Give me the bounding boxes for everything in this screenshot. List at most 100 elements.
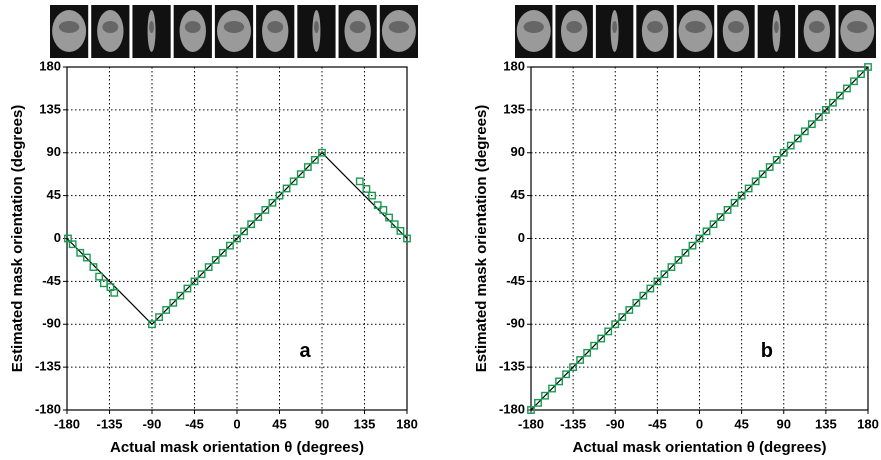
y-tick-label: 90 [511, 144, 525, 159]
data-point [681, 248, 690, 257]
x-tick-label: -180 [518, 416, 544, 431]
y-tick-label: 45 [47, 187, 61, 202]
x-tick-label: 45 [734, 416, 748, 431]
y-tick-label: 45 [511, 187, 525, 202]
face-shade [184, 21, 201, 33]
data-point [604, 327, 613, 336]
data-point [555, 377, 563, 386]
y-tick-label: 0 [54, 230, 61, 245]
data-point [176, 291, 185, 300]
data-point [268, 198, 277, 207]
panel-letter: a [299, 340, 311, 362]
data-point [688, 241, 697, 250]
data-point [527, 406, 535, 414]
x-tick-label: -90 [606, 416, 625, 431]
data-point [857, 70, 865, 79]
y-tick-label: 180 [39, 58, 61, 73]
data-point [751, 177, 760, 186]
data-point [261, 206, 270, 214]
data-point [864, 63, 872, 71]
y-tick-label: 135 [503, 101, 525, 116]
data-point [218, 248, 227, 257]
x-tick-label: 90 [777, 416, 791, 431]
data-point [850, 77, 858, 86]
y-tick-label: 180 [503, 58, 525, 73]
data-point [562, 370, 571, 379]
x-tick-label: 45 [272, 416, 286, 431]
x-axis-label: Actual mask orientation θ (degrees) [110, 439, 364, 456]
data-point [155, 313, 163, 322]
data-point [64, 234, 72, 243]
data-point [716, 213, 725, 221]
data-point [814, 113, 823, 121]
data-point [765, 163, 774, 171]
x-tick-label: -45 [185, 416, 204, 431]
y-tick-label: -90 [506, 316, 525, 331]
data-point [403, 234, 411, 243]
data-point [275, 191, 284, 200]
x-tick-label: 0 [233, 416, 240, 431]
data-point [667, 263, 676, 271]
data-point [183, 284, 192, 293]
data-point [625, 306, 634, 314]
face-shade [267, 21, 284, 33]
face-shade [647, 21, 663, 33]
data-point [660, 270, 669, 279]
data-point [702, 227, 711, 236]
face-shade [808, 21, 825, 33]
data-point [368, 191, 376, 200]
data-point [653, 277, 662, 286]
data-point [385, 213, 393, 222]
data-point [240, 227, 248, 236]
data-point [204, 263, 213, 271]
data-point [318, 148, 326, 157]
data-point [211, 256, 220, 264]
data-point [737, 191, 746, 200]
data-point [311, 155, 319, 164]
data-point [95, 272, 104, 281]
face-shade [223, 21, 245, 33]
face-shade [685, 21, 706, 33]
data-point [618, 313, 627, 322]
y-tick-label: -45 [506, 273, 525, 288]
data-point [282, 184, 291, 193]
face-shade [314, 21, 319, 33]
data-point [807, 120, 816, 129]
data-point [611, 320, 620, 329]
data-point [197, 270, 206, 279]
data-point [639, 291, 648, 300]
plot-frame [530, 66, 869, 411]
data-point [373, 201, 382, 210]
data-point [379, 206, 388, 214]
data-point [836, 91, 844, 100]
data-point [843, 84, 851, 93]
data-point [296, 170, 305, 179]
data-point [597, 334, 606, 343]
data-line [66, 151, 408, 326]
data-point [68, 240, 77, 249]
data-point [583, 348, 592, 357]
data-point [800, 127, 809, 136]
y-tick-label: -135 [35, 359, 61, 374]
data-point [723, 206, 732, 214]
data-point [534, 398, 542, 407]
data-point [772, 155, 781, 164]
data-point [396, 226, 405, 235]
data-point [247, 220, 256, 229]
y-tick-label: 0 [518, 230, 525, 245]
data-point [576, 356, 585, 364]
x-tick-label: 0 [696, 416, 703, 431]
data-point [190, 277, 199, 286]
x-axis-label: Actual mask orientation θ (degrees) [572, 439, 826, 456]
x-tick-label: -180 [54, 416, 80, 431]
y-tick-label: -45 [42, 273, 61, 288]
y-tick-label: 135 [39, 101, 61, 116]
data-point [646, 284, 655, 293]
x-tick-label: -90 [143, 416, 162, 431]
x-tick-label: 90 [315, 416, 329, 431]
data-point [390, 220, 399, 229]
data-point [289, 177, 298, 186]
data-point [355, 177, 364, 186]
face-shade [349, 21, 366, 33]
x-tick-label: 135 [354, 416, 376, 431]
